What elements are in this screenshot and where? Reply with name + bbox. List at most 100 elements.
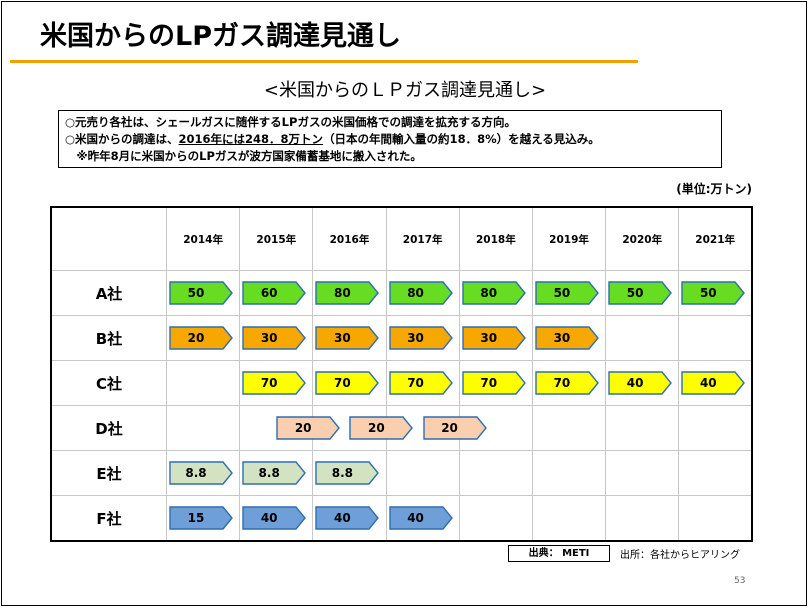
value-label: 60 — [260, 286, 278, 300]
value-cell: 50 — [531, 270, 607, 316]
value-arrow: 8.8 — [169, 461, 233, 485]
value-cell: 80 — [312, 270, 387, 316]
value-label: 8.8 — [331, 466, 353, 480]
value-arrow: 70 — [388, 371, 453, 395]
value-label: 8.8 — [258, 466, 280, 480]
value-cell: 40 — [605, 360, 680, 406]
company-label: C社 — [50, 360, 167, 406]
value-cell — [605, 450, 680, 496]
value-arrow: 50 — [608, 281, 673, 305]
arrow-shape — [462, 326, 526, 350]
value-cell: 30 — [385, 315, 460, 361]
value-arrow: 15 — [169, 506, 233, 530]
value-arrow: 30 — [462, 326, 526, 350]
year-header: 2018年 — [458, 206, 533, 271]
value-label: 20 — [294, 421, 312, 435]
arrow-shape — [315, 371, 380, 395]
value-cell: 30 — [531, 315, 607, 361]
value-label: 15 — [187, 511, 205, 525]
arrow-shape — [388, 506, 453, 530]
value-cell: 50 — [678, 270, 753, 316]
value-cell: 20 — [165, 315, 241, 361]
value-arrow: 40 — [315, 506, 380, 530]
year-header: 2014年 — [165, 206, 241, 271]
table-row: C社 70 70 70 70 70 40 40 — [50, 360, 753, 406]
note-line-2-a: ○米国からの調達は、 — [65, 132, 179, 146]
arrow-shape — [169, 506, 233, 530]
value-cell — [531, 495, 607, 542]
value-label: 50 — [626, 286, 644, 300]
value-cell: 60 — [239, 270, 314, 316]
year-header: 2017年 — [385, 206, 460, 271]
value-label: 8.8 — [185, 466, 207, 480]
value-cell — [165, 360, 241, 406]
arrow-shape — [315, 326, 380, 350]
value-label: 30 — [260, 331, 278, 345]
value-cell: 20 — [312, 405, 414, 451]
value-arrow: 80 — [315, 281, 380, 305]
value-label: 30 — [334, 331, 351, 345]
arrow-shape — [535, 326, 599, 350]
value-cell: 80 — [385, 270, 460, 316]
value-cell: 30 — [312, 315, 387, 361]
year-header: 2021年 — [678, 206, 753, 271]
page-number: 53 — [734, 576, 746, 586]
arrow-shape — [315, 461, 380, 485]
value-cell: 40 — [312, 495, 387, 542]
value-cell — [458, 405, 533, 451]
value-label: 50 — [553, 286, 571, 300]
table-row: A社 50 60 80 80 80 50 50 50 — [50, 270, 753, 316]
value-cell: 70 — [239, 360, 314, 406]
value-cell: 70 — [458, 360, 533, 406]
note-line-2: ○米国からの調達は、2016年には248．8万トン（日本の年間輸入量の約18．8… — [65, 131, 715, 148]
value-label: 40 — [407, 511, 424, 525]
arrow-shape — [169, 281, 233, 305]
value-arrow: 8.8 — [315, 461, 380, 485]
value-arrow: 70 — [535, 371, 599, 395]
table-row: E社 8.8 8.8 8.8 — [50, 450, 753, 496]
value-arrow: 60 — [242, 281, 307, 305]
source-note: 出所：各社からヒアリング — [620, 550, 740, 561]
year-header: 2020年 — [605, 206, 680, 271]
table-corner — [50, 206, 167, 271]
value-cell — [605, 495, 680, 542]
value-arrow: 30 — [388, 326, 453, 350]
arrow-shape — [242, 326, 307, 350]
value-cell: 30 — [239, 315, 314, 361]
company-label: D社 — [50, 405, 167, 451]
value-cell: 70 — [531, 360, 607, 406]
value-cell — [605, 405, 680, 451]
arrow-shape — [681, 371, 746, 395]
value-arrow: 30 — [535, 326, 599, 350]
value-cell — [458, 495, 533, 542]
value-cell: 8.8 — [165, 450, 241, 496]
value-arrow: 80 — [462, 281, 526, 305]
value-cell: 8.8 — [312, 450, 387, 496]
arrow-shape — [315, 506, 380, 530]
arrow-shape — [242, 506, 307, 530]
value-label: 80 — [334, 286, 351, 300]
value-cell — [678, 405, 753, 451]
procurement-table: 2014年 2015年 2016年 2017年 2018年 2019年 2020年 2021年… — [50, 206, 753, 542]
arrow-shape — [242, 461, 307, 485]
value-cell: 40 — [385, 495, 460, 542]
value-arrow: 40 — [608, 371, 673, 395]
table-header-row: 2014年 2015年 2016年 2017年 2018年 2019年 2020年 2021年 — [50, 206, 753, 271]
value-label: 30 — [480, 331, 498, 345]
year-header: 2019年 — [531, 206, 607, 271]
arrow-shape — [169, 461, 233, 485]
value-arrow: 50 — [681, 281, 746, 305]
value-label: 50 — [187, 286, 205, 300]
value-cell — [458, 450, 533, 496]
value-cell: 40 — [678, 360, 753, 406]
value-cell — [165, 405, 241, 451]
arrow-shape — [535, 281, 599, 305]
arrow-shape — [388, 281, 453, 305]
company-label: E社 — [50, 450, 167, 496]
year-header: 2015年 — [239, 206, 314, 271]
value-label: 70 — [553, 376, 571, 390]
value-label: 20 — [441, 421, 458, 435]
notes-box: ○元売り各社は、シェールガスに随伴するLPガスの米国価格での調達を拡充する方向。… — [58, 110, 722, 168]
arrow-shape — [242, 281, 307, 305]
arrow-shape — [535, 371, 599, 395]
